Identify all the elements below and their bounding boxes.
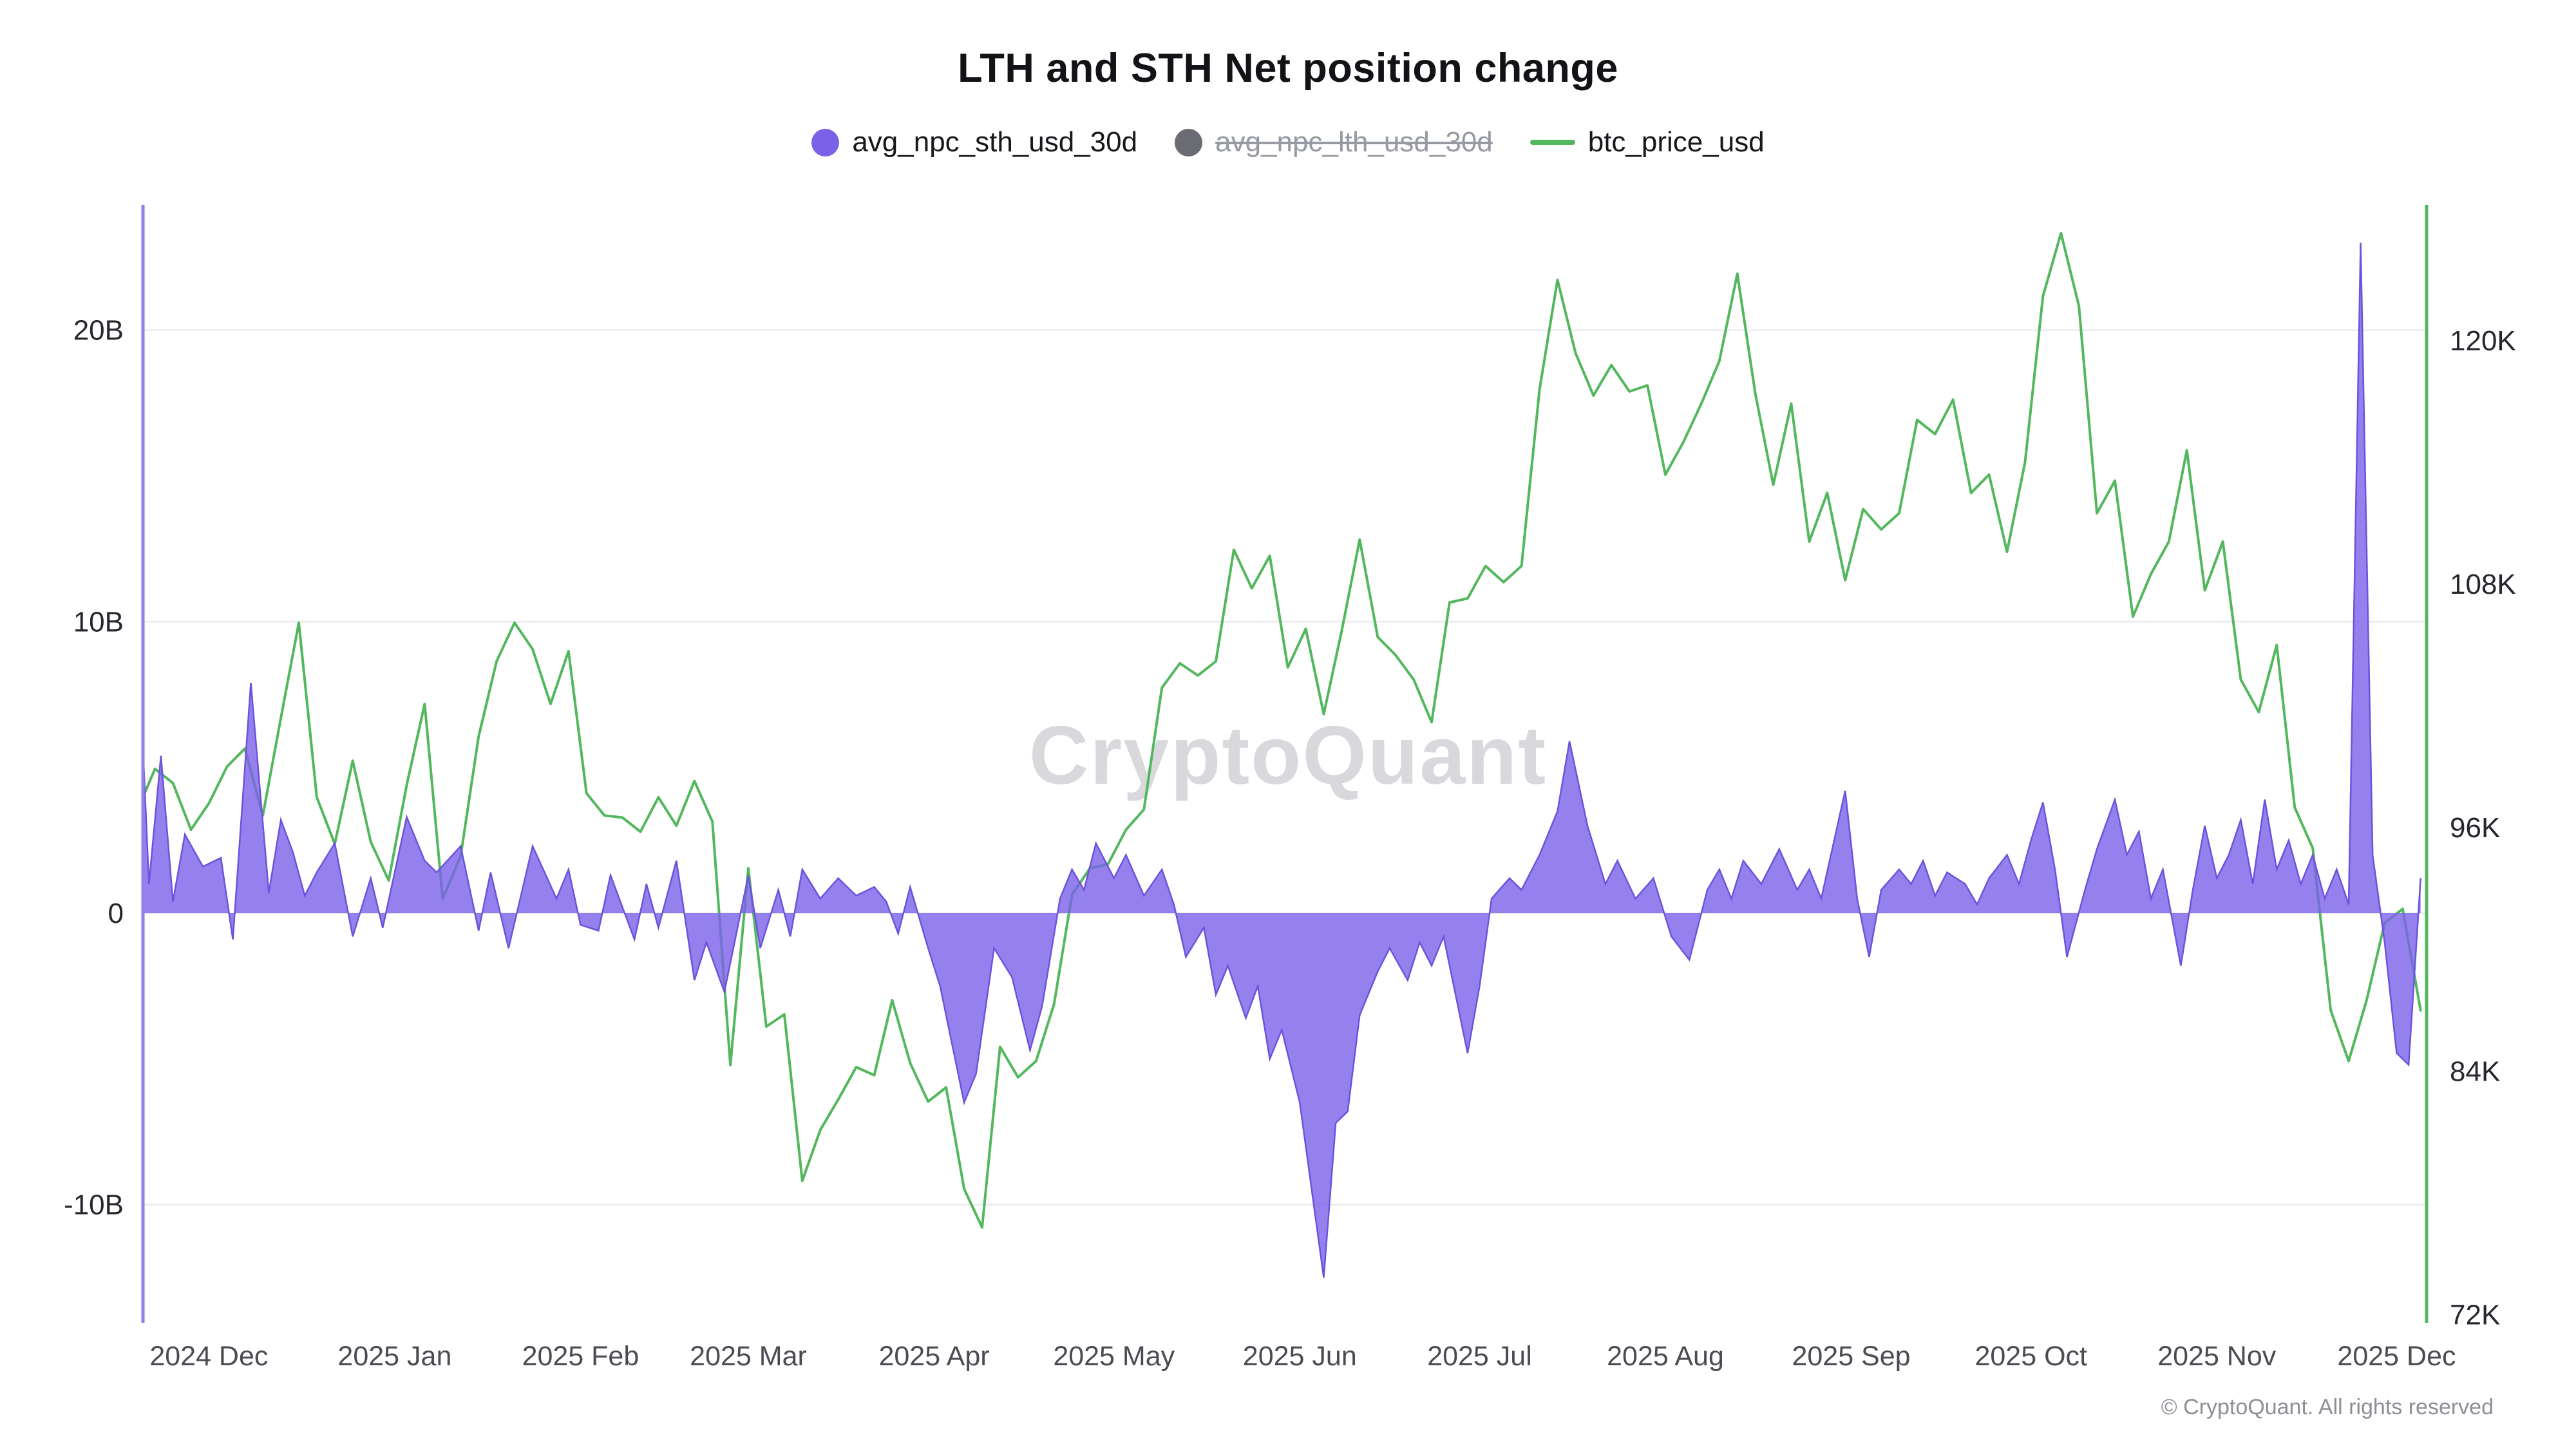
btc-price-line (142, 232, 2422, 1229)
sth-npc-outline (142, 242, 2421, 1278)
right-axis-tick-label: 96K (2450, 812, 2500, 844)
left-axis-tick-label: 10B (73, 606, 124, 638)
x-axis-tick-label: 2025 Jan (337, 1341, 451, 1372)
legend-label-btc: btc_price_usd (1587, 126, 1765, 158)
chart-legend: avg_npc_sth_usd_30d avg_npc_lth_usd_30d … (0, 126, 2576, 158)
x-axis-tick-label: 2025 Nov (2157, 1341, 2277, 1372)
left-axis-tick-label: 0 (108, 898, 124, 929)
x-axis-tick-label: 2025 Mar (690, 1341, 807, 1372)
legend-item-avg-npc-lth[interactable]: avg_npc_lth_usd_30d (1175, 126, 1493, 158)
legend-label-sth: avg_npc_sth_usd_30d (852, 126, 1138, 158)
x-axis-tick-label: 2025 Jul (1427, 1341, 1532, 1372)
x-axis-tick-label: 2025 Aug (1607, 1341, 1724, 1372)
copyright-notice: © CryptoQuant. All rights reserved (2161, 1395, 2494, 1419)
lth-series-dot-icon (1175, 128, 1203, 156)
left-axis-tick-label: 20B (73, 315, 124, 346)
btc-series-line-icon (1530, 140, 1575, 145)
chart-title: LTH and STH Net position change (958, 46, 1618, 91)
x-axis-tick-label: 2024 Dec (149, 1341, 268, 1372)
x-axis-tick-label: 2025 Sep (1792, 1341, 1910, 1372)
right-axis-tick-label: 108K (2450, 569, 2516, 600)
legend-label-lth: avg_npc_lth_usd_30d (1215, 126, 1493, 158)
legend-item-avg-npc-sth[interactable]: avg_npc_sth_usd_30d (811, 126, 1137, 158)
x-axis-tick-label: 2025 Dec (2337, 1341, 2456, 1372)
right-axis-tick-label: 120K (2450, 325, 2516, 357)
x-axis-tick-label: 2025 May (1053, 1341, 1175, 1372)
x-axis-tick-label: 2025 Jun (1243, 1341, 1357, 1372)
x-axis-tick-label: 2025 Oct (1975, 1341, 2087, 1372)
x-axis-tick-label: 2025 Apr (878, 1341, 989, 1372)
x-axis-tick-label: 2025 Feb (522, 1341, 639, 1372)
sth-npc-area (143, 242, 2421, 1278)
left-axis-tick-label: -10B (64, 1189, 124, 1221)
right-axis-tick-label: 84K (2450, 1056, 2500, 1087)
right-axis-tick-label: 72K (2450, 1299, 2500, 1331)
legend-item-btc-price[interactable]: btc_price_usd (1530, 126, 1765, 158)
sth-series-dot-icon (811, 128, 840, 156)
